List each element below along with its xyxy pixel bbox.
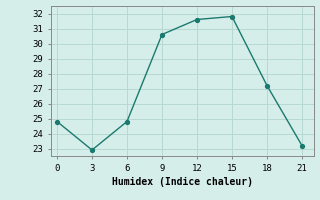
X-axis label: Humidex (Indice chaleur): Humidex (Indice chaleur) (112, 177, 253, 187)
